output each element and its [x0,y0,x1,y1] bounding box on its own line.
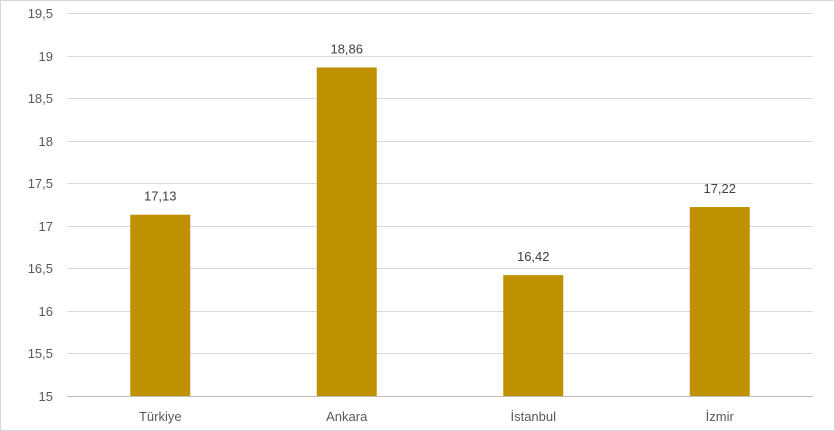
bar [316,67,377,397]
y-tick-label: 15,5 [28,346,53,361]
y-axis-tick-labels: 15 15,5 16 16,5 17 17,5 18 18,5 19 19,5 [28,6,53,404]
gridlines [67,13,813,354]
data-label: 17,13 [144,189,177,204]
bar [503,275,564,396]
data-label: 18,86 [330,41,363,56]
x-tick-label: İzmir [706,409,735,424]
data-label: 17,22 [703,181,736,196]
data-labels: 17,13 18,86 16,42 17,22 [144,41,736,264]
y-tick-label: 18,5 [28,91,53,106]
y-tick-label: 17 [39,219,53,234]
y-tick-label: 19,5 [28,6,53,21]
x-tick-label: Türkiye [139,409,182,424]
y-tick-label: 18 [39,134,53,149]
bar [130,214,191,396]
y-tick-label: 19 [39,49,53,64]
y-tick-label: 17,5 [28,176,53,191]
y-tick-label: 16 [39,304,53,319]
x-tick-label: Ankara [326,409,368,424]
bars [130,67,750,397]
y-tick-label: 15 [39,389,53,404]
x-tick-label: İstanbul [510,409,556,424]
y-tick-label: 16,5 [28,261,53,276]
data-label: 16,42 [517,249,550,264]
bar [689,207,750,396]
x-axis-category-labels: Türkiye Ankara İstanbul İzmir [139,409,735,424]
